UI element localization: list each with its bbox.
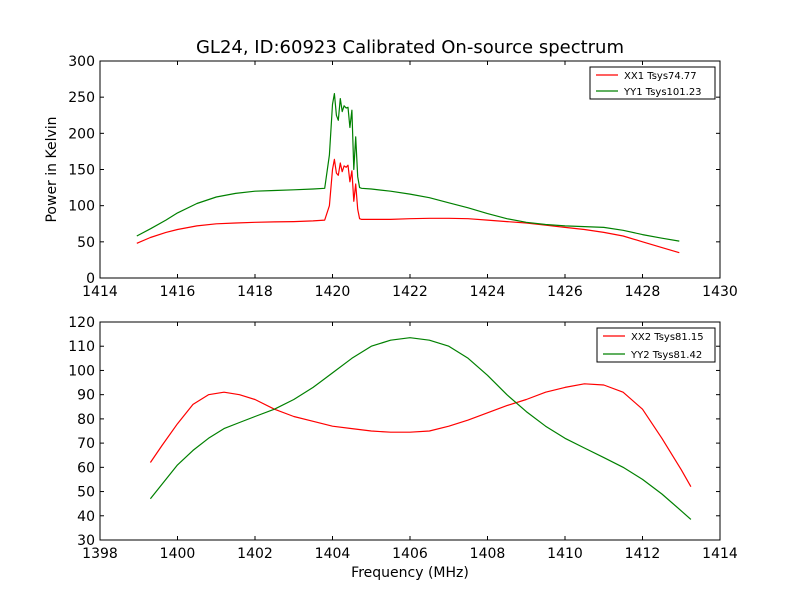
x-tick-label: 1414 [702, 546, 738, 562]
x-tick-label: 1414 [82, 284, 118, 300]
x-tick-label: 1406 [392, 546, 428, 562]
legend: XX2 Tsys81.15 YY2 Tsys81.42 [596, 327, 716, 363]
y-tick-label: 0 [86, 271, 95, 287]
y-tick-label: 30 [77, 533, 95, 549]
legend-label: XX1 Tsys74.77 [624, 71, 697, 82]
top-panel: 1414 1416 1418 1420 1422 1424 1426 1428 1430 0 50 1… [44, 54, 738, 300]
y-tick-label: 70 [77, 436, 95, 452]
x-tick-label: 1424 [470, 284, 506, 300]
legend: XX1 Tsys74.77 YY1 Tsys101.23 [589, 66, 716, 100]
x-tick-label: 1428 [625, 284, 661, 300]
y-tick-label: 90 [77, 388, 95, 404]
legend-box [596, 327, 716, 363]
bottom-panel: 1398 1400 1402 1404 1406 1408 1410 1412 1414 30 40… [68, 315, 738, 581]
y-tick-label: 200 [68, 126, 95, 142]
series-line-2-2 [149, 337, 692, 520]
y-tick-label: 80 [77, 412, 95, 428]
x-tick-label: 1422 [392, 284, 428, 300]
y-tick-label: 100 [68, 363, 95, 379]
y-tick-label: 250 [68, 90, 95, 106]
x-tick-label: 1420 [315, 284, 351, 300]
y-tick-label: 150 [68, 163, 95, 179]
x-tick-label: 1430 [702, 284, 738, 300]
x-tick-label: 1412 [625, 546, 661, 562]
series-line-2-1 [149, 383, 692, 487]
y-tick-label: 40 [77, 509, 95, 525]
x-tick-label: 1410 [547, 546, 583, 562]
y-tick-label: 50 [77, 235, 95, 251]
legend-label: YY1 Tsys101.23 [623, 87, 702, 98]
legend-label: XX2 Tsys81.15 [631, 332, 704, 343]
x-tick-label: 1426 [547, 284, 583, 300]
x-tick-label: 1416 [160, 284, 196, 300]
y-tick-label: 120 [68, 315, 95, 331]
x-tick-label: 1398 [82, 546, 118, 562]
series-line-1-2 [136, 92, 680, 242]
x-axis-label: Frequency (MHz) [351, 565, 469, 581]
x-tick-label: 1408 [470, 546, 506, 562]
y-tick-label: 60 [77, 460, 95, 476]
y-tick-label: 50 [77, 485, 95, 501]
x-tick-label: 1400 [160, 546, 196, 562]
x-tick-label: 1418 [237, 284, 273, 300]
series-line-1-1 [136, 158, 680, 254]
chart-title: GL24, ID:60923 Calibrated On-source spec… [196, 37, 624, 58]
x-tick-label: 1402 [237, 546, 273, 562]
legend-label: YY2 Tsys81.42 [630, 350, 702, 361]
legend-box [589, 66, 716, 100]
x-tick-label: 1404 [315, 546, 351, 562]
y-axis-label: Power in Kelvin [44, 116, 60, 222]
y-tick-label: 100 [68, 199, 95, 215]
y-tick-label: 110 [68, 339, 95, 355]
y-tick-label: 300 [68, 54, 95, 70]
